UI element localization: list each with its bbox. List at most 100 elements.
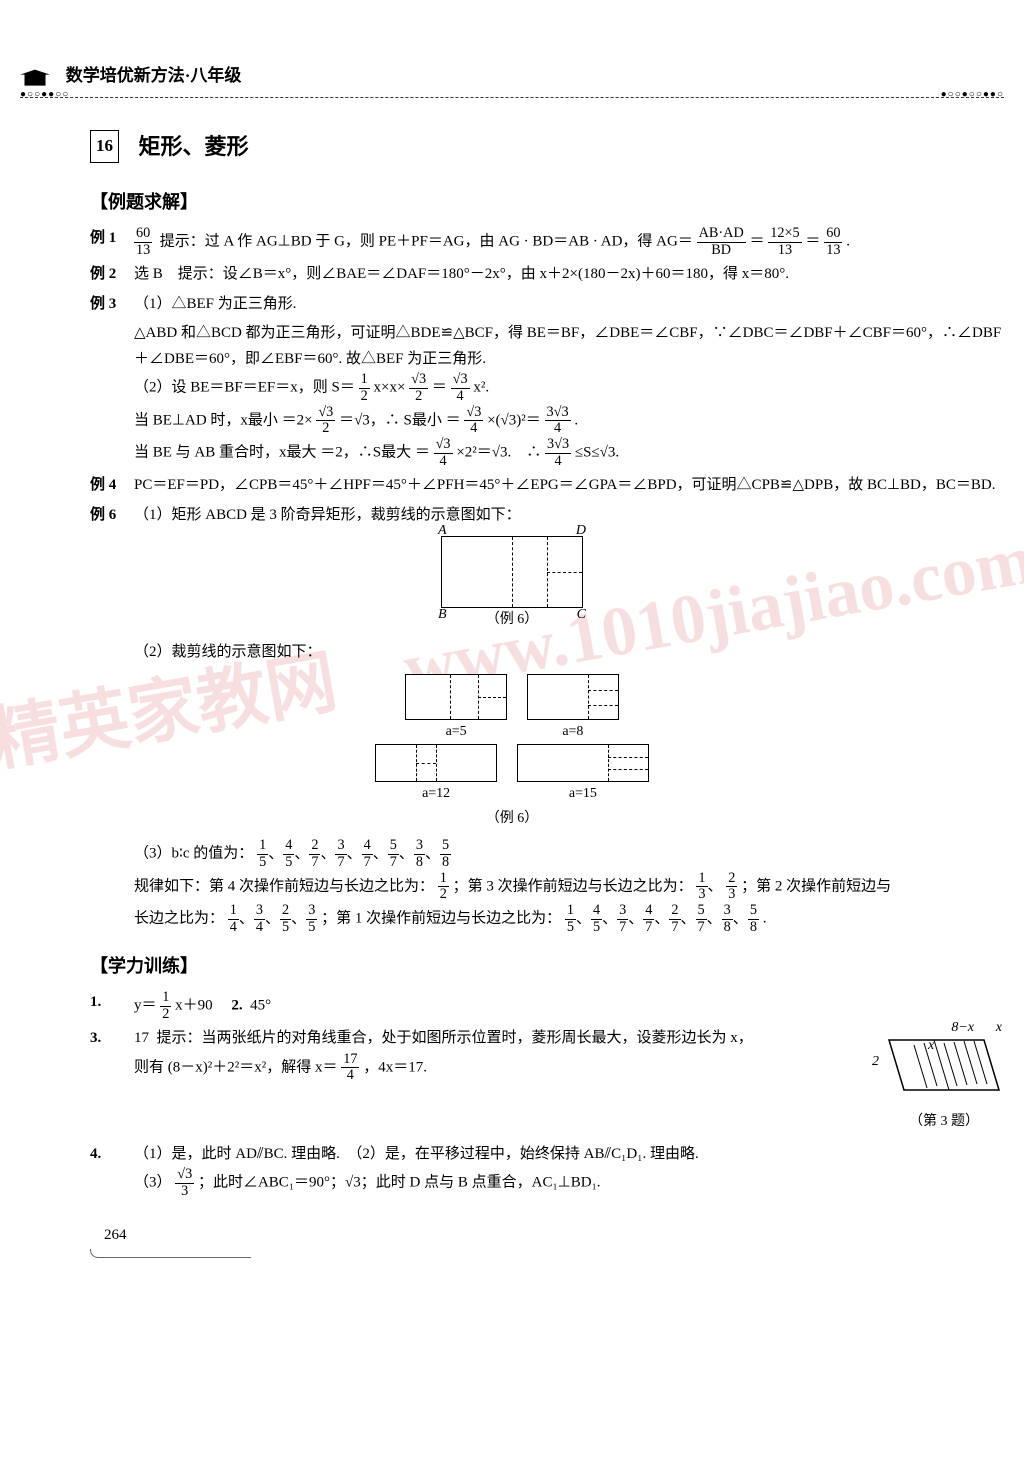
frac: AB·ADBD [697,226,746,258]
ratio-list: 15、45、27、37、47、57、38、58 [257,846,451,862]
rhombus-icon [884,1030,1004,1100]
label-a: A [438,519,447,543]
practice-3: 3. 8−x x x 2 （第 3 题） 17 提示： [90,1026,1004,1137]
rect-a15 [517,744,649,782]
text: 提示：当两张纸片的对角线重合，处于如图所示位置时，菱形周长最大，设菱形边长为 x… [157,1030,753,1046]
text: x＋90 [175,998,213,1014]
rect-a5 [405,674,507,720]
example-label: 例 4 [90,473,134,499]
text: ＝ [749,233,764,249]
item-body: （1）是，此时 AD⫽BC. 理由略. （2）是，在平移过程中，始终保持 AB⫽… [134,1142,1004,1200]
example-6-line: （2）裁剪线的示意图如下： [134,640,1004,666]
item-num: 1. [90,990,134,1022]
label-2: 2 [872,1050,879,1074]
text: ；第 2 次操作前短边与 [741,878,891,894]
cap-a12: a=12 [367,782,505,806]
item-body: 8−x x x 2 （第 3 题） 17 提示：当两张纸片的对角线重合，处于如图… [134,1026,1004,1137]
example-label: 例 1 [90,226,134,258]
frac: √33 [175,1167,194,1199]
example-body: PC＝EF＝PD，∠CPB＝45°＋∠HPF＝45°＋∠PFH＝45°＋∠EPG… [134,473,1004,499]
text: （2）设 BE＝BF＝EF＝x，则 S＝ [134,380,355,396]
cap-a15: a=15 [509,782,657,806]
dots-right: ●○○●○○●●○ [941,86,1004,103]
text: 45° [250,998,271,1014]
example-6: 例 6 （1）矩形 ABCD 是 3 阶奇异矩形，裁剪线的示意图如下： [90,503,1004,529]
example-3-line: （2）设 BE＝BF＝EF＝x，则 S＝ 12 x×x× √32 ＝ √34 x… [134,372,1004,404]
item-num: 3. [90,1026,134,1137]
text: （3）b∶c 的值为： [134,846,253,862]
text: x². [473,380,489,396]
text: ＝√3，∴ S最小 ＝ [339,412,461,428]
figure-q3: 8−x x x 2 （第 3 题） [884,1030,1004,1133]
page-number-rule [90,1249,251,1258]
example-4: 例 4 PC＝EF＝PD，∠CPB＝45°＋∠HPF＝45°＋∠PFH＝45°＋… [90,473,1004,499]
text: ×(√3)²＝ [487,412,541,428]
frac: 3√34 [545,405,571,437]
frac: 12 [160,990,171,1022]
text: . [846,233,850,249]
text: ≤S≤√3. [575,445,619,461]
cap-icon [20,68,50,88]
text: 当 BE⊥AD 时，x最小 ＝2× [134,412,313,428]
example-label: 例 2 [90,262,134,288]
example-1: 例 1 6013 提示：过 A 作 AG⊥BD 于 G，则 PE＋PF＝AG，由… [90,226,1004,258]
text: ＝ [805,233,820,249]
frac: 23 [726,871,737,903]
example-6-line: （3）b∶c 的值为： 15、45、27、37、47、57、38、58 [134,838,1004,870]
diagram-ex6-1: A D B C （例 6） [20,536,1004,632]
item-body: y＝ 12 x＋90 2. 45° [134,990,1004,1022]
example-body: （1）矩形 ABCD 是 3 阶奇异矩形，裁剪线的示意图如下： [134,503,1004,529]
text: 规律如下：第 4 次操作前短边与长边之比为： [134,878,434,894]
rect-a8 [527,674,619,720]
text: （1）是，此时 AD⫽BC. 理由略. （2）是，在平移过程中，始终保持 AB⫽… [134,1142,1004,1168]
frac: 12 [438,871,449,903]
label-x2: x [928,1034,934,1058]
ratio-list: 15、45、37、47、27、57、38、58 [565,911,759,927]
text: ；第 1 次操作前短边与长边之比为： [321,911,561,927]
example-2: 例 2 选 B 提示：设∠B＝x°，则∠BAE＝∠DAF＝180°－2x°，由 … [90,262,1004,288]
page-number: 264 [104,1223,1004,1249]
example-body: 6013 提示：过 A 作 AG⊥BD 于 G，则 PE＋PF＝AG，由 AG … [134,226,1004,258]
text: （3） √33 ；此时∠ABC₁＝90°；√3；此时 D 点与 B 点重合，AC… [134,1167,1004,1199]
label-d: D [576,519,586,543]
dots-left: ●○○●●○○ [20,86,69,103]
text: ×2²＝√3. ∴ [456,445,545,461]
text: y＝ [134,998,157,1014]
section-practice: 【学力训练】 [90,951,1004,982]
example-3-line: △ABD 和△BCD 都为正三角形，可证明△BDE≌△BCF，得 BE＝BF，∠… [134,321,1004,372]
diagram-caption: （例 6） [20,608,1004,632]
label-c: C [577,603,586,627]
cap-a8: a=8 [519,720,627,744]
text: ；此时∠ABC₁＝90°；√3；此时 D 点与 B 点重合，AC₁⊥BD₁. [198,1175,601,1191]
example-3: 例 3 （1）△BEF 为正三角形. [90,292,1004,318]
frac: √32 [409,372,428,404]
example-label: 例 3 [90,292,134,318]
text: x×x× [374,380,406,396]
frac: √34 [451,372,470,404]
diagram-ex6-2: a=5 a=8 a=12 a=15 （例 6） [20,674,1004,831]
label-b: B [438,603,447,627]
label-x: x [996,1016,1002,1040]
example-body: （1）△BEF 为正三角形. [134,292,1004,318]
text: 提示：过 A 作 AG⊥BD 于 G，则 PE＋PF＝AG，由 AG · BD＝… [160,233,693,249]
example-3-line: 当 BE⊥AD 时，x最小 ＝2× √32 ＝√3，∴ S最小 ＝ √34 ×(… [134,405,1004,437]
chapter-title: 矩形、菱形 [139,134,249,159]
text: ＝ [432,380,447,396]
item-num: 2. [231,998,242,1014]
page: 精英家教网 www.1010jiajiao.com 数学培优新方法·八年级 ●○… [0,0,1024,1278]
section-examples: 【例题求解】 [90,187,1004,218]
item-num: 4. [90,1142,134,1200]
header-title: 数学培优新方法·八年级 [60,60,248,93]
text: （3） [134,1175,172,1191]
example-6-line: 长边之比为： 14、34、25、35 ；第 1 次操作前短边与长边之比为： 15… [134,903,1004,935]
rect-a12 [375,744,497,782]
frac: 3√34 [545,437,571,469]
rect-abcd: A D B C [441,536,583,608]
frac: 12×513 [768,226,801,258]
frac: 13 [696,871,707,903]
text: . [574,412,578,428]
example-6-line: 规律如下：第 4 次操作前短边与长边之比为： 12 ；第 3 次操作前短边与长边… [134,871,1004,903]
text: 则有 (8－x)²＋2²＝x²，解得 x＝ [134,1059,337,1075]
text: ，4x＝17. [363,1059,427,1075]
example-body: 选 B 提示：设∠B＝x°，则∠BAE＝∠DAF＝180°－2x°，由 x＋2×… [134,262,1004,288]
